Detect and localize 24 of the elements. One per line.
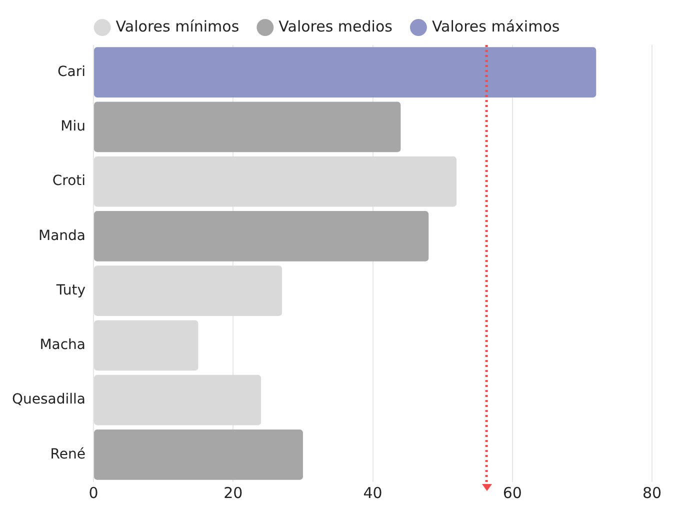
y-tick-label: René bbox=[50, 446, 86, 462]
y-tick-label: Macha bbox=[40, 337, 86, 354]
legend-label: Valores medios bbox=[278, 17, 393, 36]
x-tick-label: 0 bbox=[88, 484, 98, 502]
y-tick-label: Manda bbox=[38, 228, 86, 244]
y-tick-label: Cari bbox=[58, 64, 86, 80]
bar bbox=[94, 102, 401, 152]
legend-label: Valores máximos bbox=[432, 17, 560, 36]
x-tick-label: 60 bbox=[502, 484, 522, 502]
bar bbox=[94, 430, 303, 480]
bar bbox=[94, 320, 198, 371]
bar bbox=[94, 211, 429, 262]
x-tick-label: 80 bbox=[642, 484, 662, 502]
y-tick-label: Tuty bbox=[55, 282, 86, 298]
x-tick-label: 40 bbox=[363, 484, 382, 502]
bar bbox=[94, 374, 262, 426]
x-tick-label: 20 bbox=[224, 484, 243, 502]
y-tick-label: Quesadilla bbox=[12, 392, 86, 408]
legend-label: Valores mínimos bbox=[116, 17, 240, 36]
bar bbox=[94, 266, 282, 316]
y-tick-label: Miu bbox=[60, 118, 86, 135]
bar bbox=[94, 47, 596, 98]
y-tick-label: Croti bbox=[52, 173, 86, 190]
bar bbox=[94, 156, 457, 207]
